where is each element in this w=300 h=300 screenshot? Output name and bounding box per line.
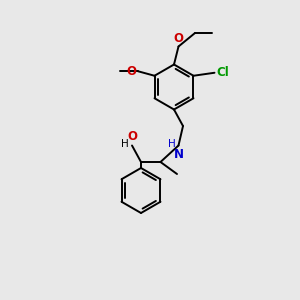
Text: H: H bbox=[121, 139, 129, 149]
Text: O: O bbox=[127, 65, 136, 78]
Text: O: O bbox=[173, 32, 184, 45]
Text: Cl: Cl bbox=[216, 66, 229, 79]
Text: N: N bbox=[173, 148, 184, 161]
Text: O: O bbox=[127, 130, 137, 142]
Text: H: H bbox=[168, 139, 176, 149]
